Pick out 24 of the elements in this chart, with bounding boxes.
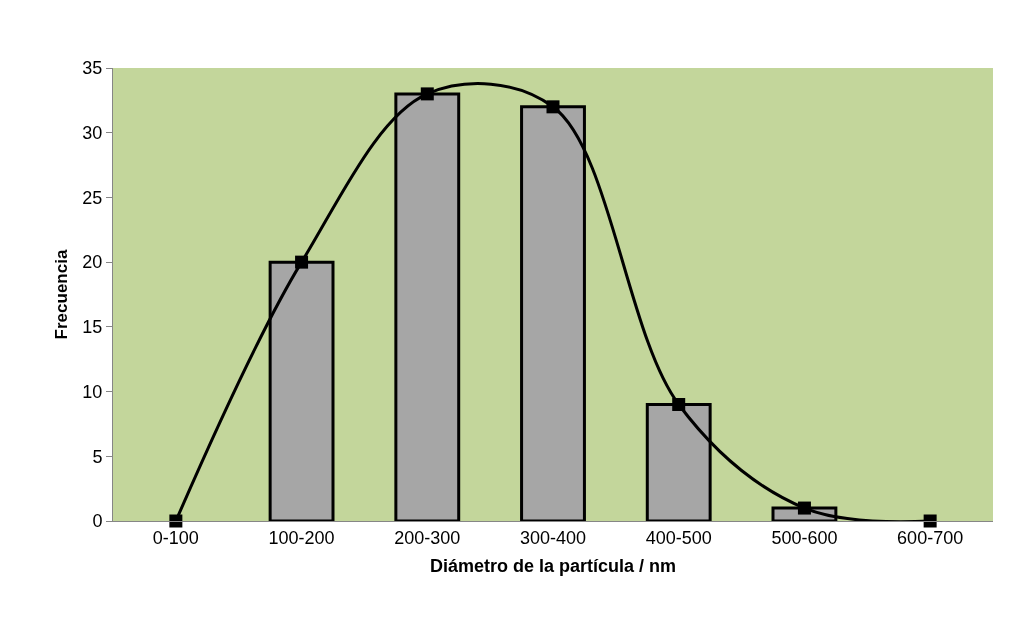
y-tick-label: 35 (82, 58, 103, 79)
y-tick-label: 10 (82, 381, 103, 402)
y-axis-title: Frecuencia (51, 249, 71, 340)
y-tick-label: 0 (92, 511, 103, 532)
point (295, 255, 309, 269)
x-tick-label: 500-600 (771, 527, 838, 548)
y-tick-label: 25 (82, 187, 103, 208)
x-tick-label: 600-700 (897, 527, 964, 548)
x-tick-label: 200-300 (394, 527, 461, 548)
y-tick-label: 30 (82, 123, 103, 144)
point (923, 514, 937, 528)
x-tick-label: 300-400 (519, 527, 587, 548)
x-tick-label: 0-100 (152, 527, 199, 548)
point (672, 398, 686, 412)
y-tick-label: 15 (82, 317, 103, 338)
point (797, 501, 811, 515)
point (546, 100, 560, 114)
x-tick-label: 400-500 (645, 527, 712, 548)
y-tick-label: 5 (92, 446, 103, 467)
x-axis-title: Diámetro de la partícula / nm (429, 555, 677, 576)
y-tick-label: 20 (82, 252, 103, 273)
x-tick-label: 100-200 (268, 527, 335, 548)
point (420, 87, 434, 101)
point (169, 514, 183, 528)
